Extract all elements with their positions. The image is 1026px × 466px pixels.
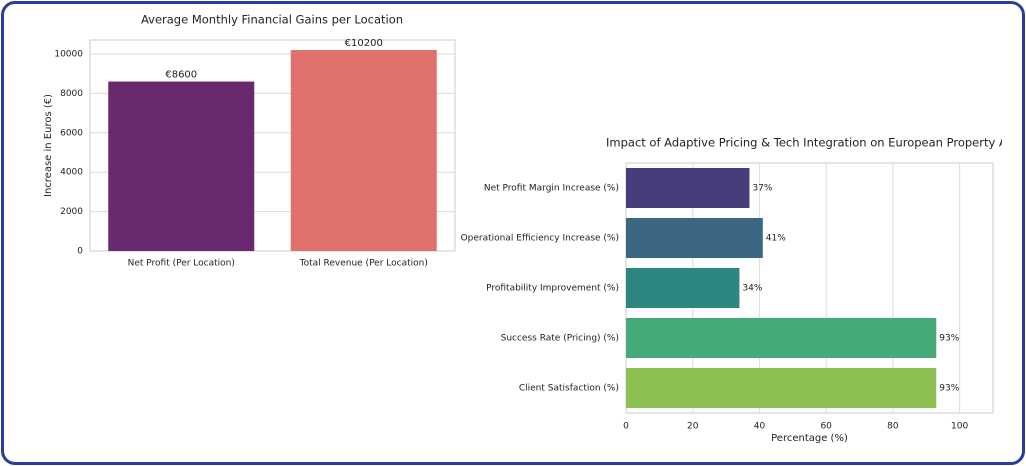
chart-title: Impact of Adaptive Pricing & Tech Integr… (606, 136, 1026, 150)
bar (290, 50, 437, 251)
y-tick-label: Client Satisfaction (%) (519, 384, 619, 394)
y-tick-label: Success Rate (Pricing) (%) (501, 334, 619, 344)
value-label: 41% (766, 234, 786, 244)
y-axis-label: Increase in Euros (€) (43, 94, 54, 197)
y-tick-label: 8000 (60, 89, 83, 99)
y-tick-label: Profitability Improvement (%) (486, 284, 619, 294)
y-tick-label: 0 (77, 247, 83, 257)
bar (626, 368, 937, 408)
x-tick-label: Net Profit (Per Location) (128, 259, 235, 269)
bar (626, 218, 763, 258)
x-axis-label: Percentage (%) (771, 433, 848, 444)
value-label: €8600 (165, 70, 197, 81)
chart-title: Average Monthly Financial Gains per Loca… (141, 13, 403, 27)
y-tick-label: 2000 (60, 207, 83, 217)
y-tick-label: 4000 (60, 168, 83, 178)
bar (108, 81, 255, 251)
value-label: 93% (939, 334, 959, 344)
bar (626, 168, 750, 208)
x-tick-label: Total Revenue (Per Location) (299, 259, 428, 269)
x-tick-label: 100 (951, 422, 968, 432)
bar (626, 268, 740, 308)
value-label: 93% (939, 384, 959, 394)
y-tick-label: 10000 (54, 49, 83, 59)
plot-frame (89, 39, 456, 252)
x-tick-label: 40 (754, 422, 766, 432)
y-tick-label: Net Profit Margin Increase (%) (484, 184, 619, 194)
y-tick-label: Operational Efficiency Increase (%) (461, 234, 619, 244)
bar (626, 318, 937, 358)
value-label: 37% (752, 184, 772, 194)
value-label: €10200 (345, 38, 383, 49)
y-tick-label: 6000 (60, 128, 83, 138)
x-tick-label: 20 (687, 422, 699, 432)
x-tick-label: 60 (820, 422, 832, 432)
x-tick-label: 0 (623, 422, 629, 432)
value-label: 34% (742, 284, 762, 294)
x-tick-label: 80 (887, 422, 899, 432)
